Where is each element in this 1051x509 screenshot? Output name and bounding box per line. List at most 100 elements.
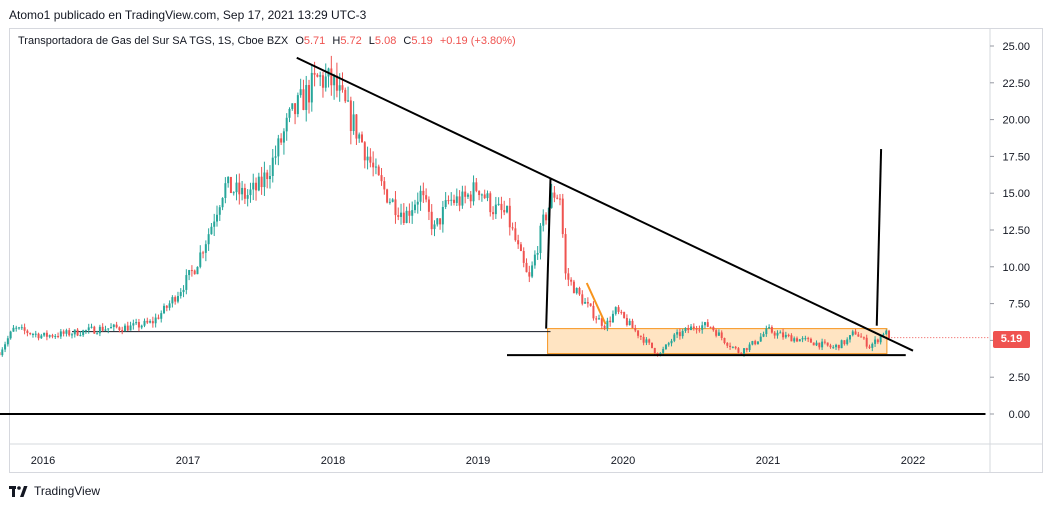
candle-body <box>366 156 369 161</box>
candle-body <box>394 199 397 216</box>
candle-body <box>149 321 152 323</box>
candle-body <box>768 327 771 329</box>
candle-body <box>112 324 115 327</box>
candle-body <box>818 342 821 348</box>
candle-body <box>871 343 874 348</box>
candle-body <box>561 198 564 235</box>
candle-body <box>174 297 177 302</box>
open-label: O <box>295 35 304 47</box>
candle-body <box>335 75 338 91</box>
candle-body <box>475 182 478 191</box>
candle-body <box>316 74 319 77</box>
candle-body <box>653 347 656 354</box>
candle-body <box>712 326 715 331</box>
candle-body <box>140 325 143 328</box>
candle-body <box>93 326 96 334</box>
candle-body <box>427 199 430 212</box>
candle-body <box>165 305 168 308</box>
candle-body <box>807 338 810 340</box>
candle-body <box>252 182 255 190</box>
candle-body <box>706 322 709 327</box>
candle-body <box>241 187 244 195</box>
candle-body <box>324 76 327 88</box>
candle-body <box>860 336 863 338</box>
candle-body <box>171 297 174 304</box>
candle-body <box>522 250 525 263</box>
candle-body <box>843 340 846 345</box>
candle-body <box>296 95 299 115</box>
candle-body <box>698 329 701 331</box>
tradingview-brand[interactable]: TradingView <box>9 484 100 498</box>
candle-body <box>848 335 851 340</box>
candle-body <box>617 307 620 312</box>
candle-body <box>218 207 221 215</box>
candle-body <box>154 317 157 324</box>
candle-body <box>84 330 87 332</box>
y-tick-label: 15.00 <box>1002 188 1030 200</box>
candle-body <box>439 218 442 225</box>
candle-body <box>319 75 322 77</box>
candle-body <box>34 333 37 335</box>
candle-body <box>349 100 352 132</box>
candle-body <box>433 224 436 230</box>
candle-body <box>425 195 428 200</box>
candle-body <box>837 344 840 349</box>
candle-body <box>207 234 210 245</box>
candle-body <box>642 336 645 343</box>
candle-body <box>539 225 542 254</box>
candle-body <box>12 327 15 332</box>
candle-body <box>645 339 648 343</box>
candle-body <box>40 335 43 339</box>
candle-body <box>235 182 238 193</box>
candle-body <box>405 210 408 223</box>
candle-body <box>846 339 849 345</box>
candle-body <box>533 254 536 266</box>
right-vertical-line <box>875 149 883 326</box>
x-tick-label: 2019 <box>466 455 490 467</box>
candle-body <box>729 345 732 348</box>
candle-body <box>567 273 570 280</box>
low-label: L <box>368 35 375 47</box>
y-tick-label: 17.50 <box>1002 151 1030 163</box>
candle-body <box>829 345 832 348</box>
candle-body <box>455 196 458 203</box>
candle-body <box>637 330 640 336</box>
candle-body <box>514 228 517 241</box>
candle-body <box>620 311 623 313</box>
candle-body <box>692 326 695 329</box>
grid-lines <box>10 29 1042 473</box>
candle-body <box>592 305 595 319</box>
candle-body <box>651 342 653 348</box>
candle-body <box>606 320 609 329</box>
candle-body <box>243 187 246 199</box>
candle-body <box>268 175 271 180</box>
x-tick-label: 2022 <box>901 455 925 467</box>
candle-body <box>37 333 40 339</box>
candle-body <box>748 344 751 351</box>
candle-body <box>355 114 358 139</box>
candle-body <box>483 194 486 199</box>
candle-body <box>257 176 260 191</box>
candle-body <box>185 275 188 290</box>
candle-body <box>9 331 12 339</box>
candle-body <box>59 331 62 337</box>
candle-body <box>73 329 76 335</box>
high-value: 5.72 <box>340 35 362 47</box>
candle-body <box>26 330 29 334</box>
candle-body <box>146 320 149 323</box>
candle-body <box>196 266 199 275</box>
candle-body <box>790 335 793 342</box>
candle-body <box>6 338 9 345</box>
candle-body <box>531 265 534 277</box>
candle-body <box>701 325 704 330</box>
candle-body <box>450 199 453 201</box>
candle-body <box>321 75 324 88</box>
candle-body <box>121 329 124 332</box>
candle-body <box>285 117 288 132</box>
candle-body <box>129 325 132 331</box>
candle-body <box>486 193 489 199</box>
candle-body <box>213 221 216 227</box>
candle-body <box>782 332 785 338</box>
candle-body <box>762 334 765 337</box>
